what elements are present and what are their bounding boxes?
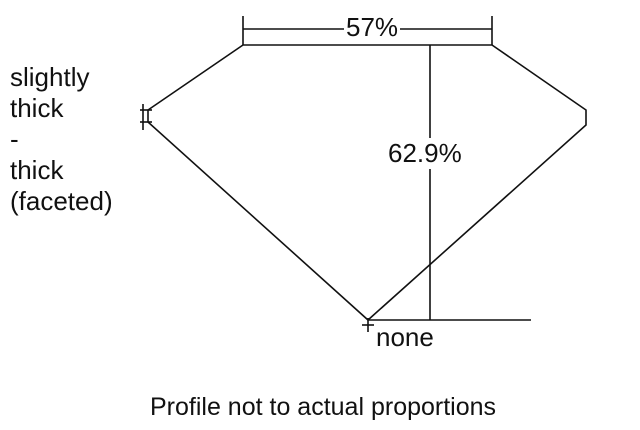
girdle-label-line: slightly <box>10 62 90 92</box>
girdle-label-line: - <box>10 124 19 154</box>
girdle-label-line: (faceted) <box>10 186 113 216</box>
culet-label: none <box>376 322 434 352</box>
girdle-thickness-label: slightly thick - thick (faceted) <box>10 62 113 217</box>
caption: Profile not to actual proportions <box>150 393 497 421</box>
table-percentage-label: 57% <box>344 12 401 43</box>
girdle-label-line: thick <box>10 155 64 185</box>
gem-outline <box>147 44 587 322</box>
girdle-label-line: thick <box>10 93 64 123</box>
depth-percentage-label: 62.9% <box>388 138 462 169</box>
